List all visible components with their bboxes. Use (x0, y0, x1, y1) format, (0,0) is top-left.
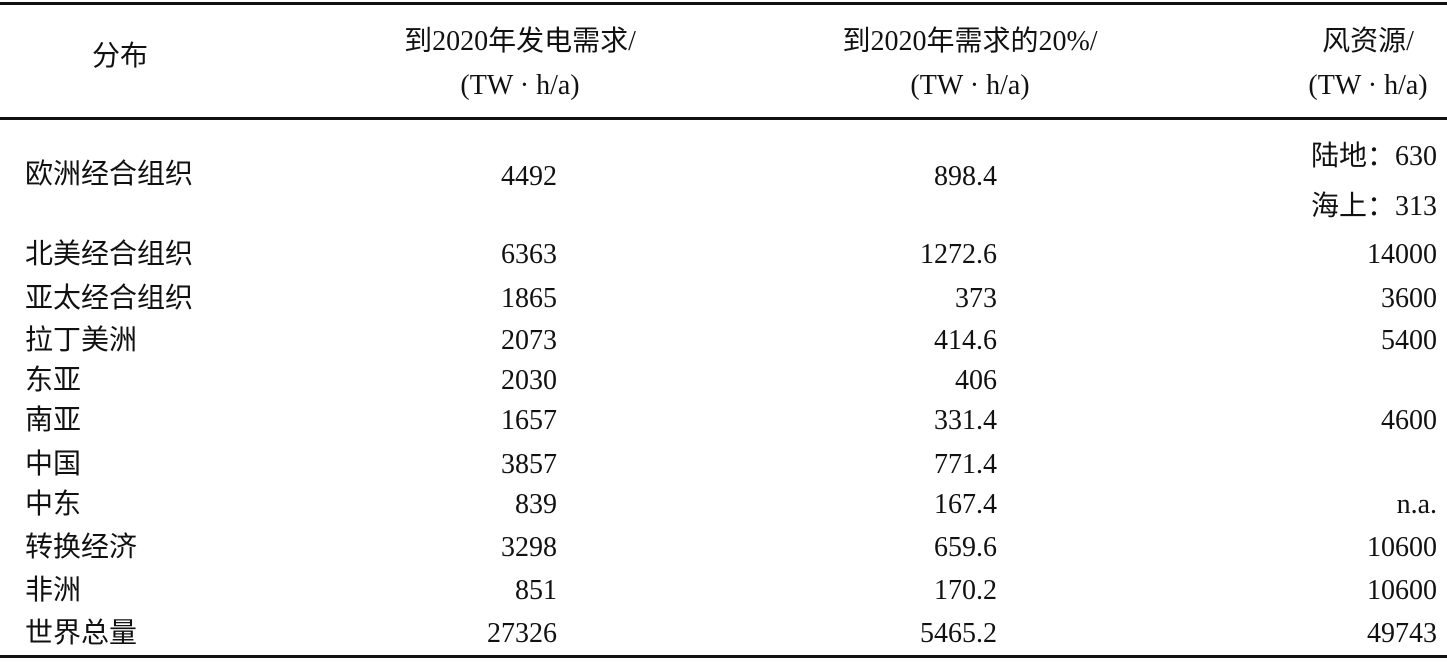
table-cell: 3298 (501, 532, 557, 563)
row-label: 欧洲经合组织 (25, 159, 194, 190)
bottom-rule (0, 655, 1447, 658)
table-cell: 3857 (501, 449, 557, 480)
table-cell: 373 (955, 283, 997, 314)
header-cell: 到2020年需求的20%/ (842, 26, 1098, 57)
table-cell: 659.6 (934, 532, 997, 563)
header-rule (0, 117, 1447, 120)
row-label: 拉丁美洲 (25, 325, 138, 356)
table-cell: 170.2 (934, 575, 997, 606)
table-cell: 2073 (501, 325, 557, 356)
table-cell: 1272.6 (920, 239, 997, 270)
header-cell: (TW · h/a) (1308, 70, 1428, 101)
table-cell: 49743 (1367, 618, 1437, 649)
header-cell: 风资源/ (1322, 26, 1414, 57)
header-cell: 到2020年发电需求/ (404, 26, 636, 57)
table-cell: n.a. (1396, 489, 1437, 520)
table-cell: 2030 (501, 365, 557, 396)
row-label: 世界总量 (25, 618, 138, 649)
header-cell: (TW · h/a) (460, 70, 580, 101)
row-label: 北美经合组织 (25, 239, 194, 270)
table-cell: 4600 (1381, 405, 1437, 436)
table-cell: 14000 (1367, 239, 1437, 270)
row-label: 亚太经合组织 (25, 283, 194, 314)
table-cell: 406 (955, 365, 997, 396)
table-cell: 771.4 (934, 449, 997, 480)
table-cell: 851 (515, 575, 557, 606)
top-rule (0, 2, 1447, 5)
table-cell: 10600 (1367, 532, 1437, 563)
table-cell: 1657 (501, 405, 557, 436)
table-cell: 4492 (501, 161, 557, 192)
table-cell: 5465.2 (920, 618, 997, 649)
table-cell: 6363 (501, 239, 557, 270)
table-cell: 167.4 (934, 489, 997, 520)
table-cell: 陆地：630 (1310, 141, 1437, 172)
row-label: 南亚 (25, 405, 82, 436)
header-cell: 分布 (91, 41, 149, 72)
table-cell: 839 (515, 489, 557, 520)
table-cell: 10600 (1367, 575, 1437, 606)
table-cell: 海上：313 (1310, 191, 1437, 222)
row-label: 东亚 (25, 365, 82, 396)
row-label: 中东 (25, 489, 82, 520)
table-cell: 414.6 (934, 325, 997, 356)
row-label: 非洲 (25, 575, 82, 606)
table-cell: 5400 (1381, 325, 1437, 356)
row-label: 转换经济 (25, 532, 138, 563)
table-cell: 3600 (1381, 283, 1437, 314)
table-cell: 331.4 (934, 405, 997, 436)
header-cell: (TW · h/a) (910, 70, 1030, 101)
table-cell: 1865 (501, 283, 557, 314)
table-cell: 898.4 (934, 161, 997, 192)
row-label: 中国 (25, 449, 82, 480)
table-cell: 27326 (487, 618, 557, 649)
